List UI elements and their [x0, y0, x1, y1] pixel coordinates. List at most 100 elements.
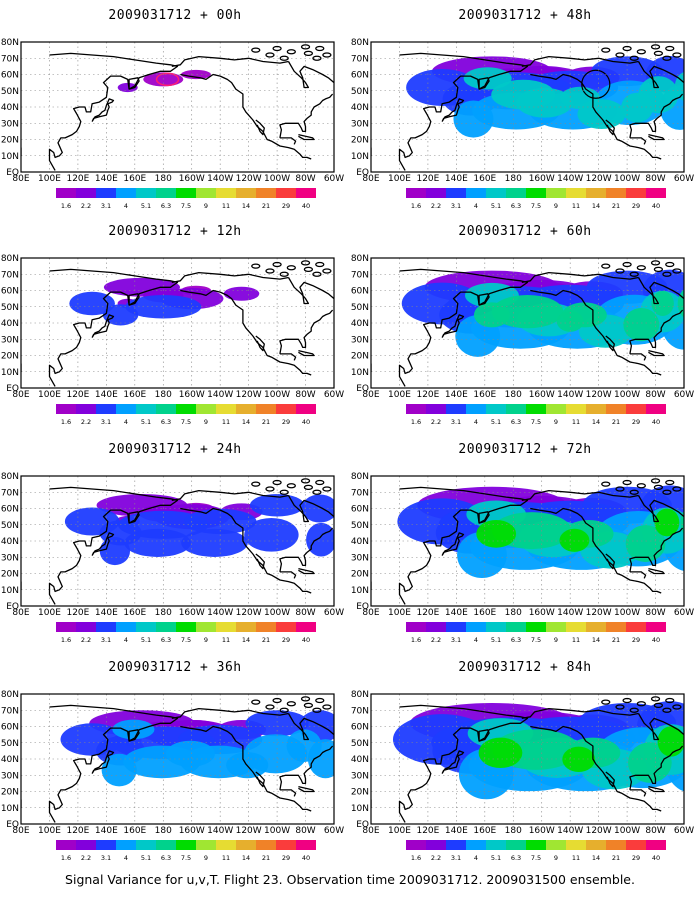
forecast-panel: 2009031712 + 84h 80E 100E 120E 140E 160E 180 16… — [351, 660, 695, 875]
colorbar-swatch — [256, 404, 276, 414]
x-tick-label: 180 — [155, 826, 172, 836]
coastline — [265, 704, 275, 710]
x-tick-label: 160W — [529, 608, 555, 618]
y-tick-label: 50N — [1, 521, 19, 531]
y-tick-label: 60N — [1, 71, 19, 81]
coastline — [315, 45, 325, 52]
y-tick-label: 20N — [1, 570, 19, 580]
x-tick-label: 140W — [207, 174, 233, 184]
coastline — [298, 349, 315, 357]
coastline — [287, 495, 334, 523]
y-tick-label: 80N — [351, 690, 369, 700]
colorbar-label: 29 — [282, 636, 290, 644]
colorbar-label: 7.5 — [181, 418, 191, 426]
map-frame — [370, 475, 685, 607]
variance-map: 80E 100E 120E 140E 160E 180 160W 140W 120W 100W 80… — [1, 690, 344, 862]
y-tick-label: 70N — [351, 270, 369, 280]
variance-region — [124, 528, 191, 557]
variance-region — [101, 753, 137, 787]
colorbar-swatch — [236, 840, 256, 850]
y-tick-label: 70N — [1, 54, 19, 64]
colorbar-label: 3.1 — [451, 854, 461, 862]
variance-region — [117, 82, 138, 93]
colorbar-swatch — [296, 622, 316, 632]
x-tick-label: 160W — [179, 608, 205, 618]
colorbar-swatch — [136, 188, 156, 198]
coastline — [128, 77, 140, 90]
colorbar-label: 4 — [124, 418, 128, 426]
x-tick-label: 120W — [586, 174, 612, 184]
colorbar-swatch — [546, 622, 566, 632]
y-tick-label: 20N — [351, 136, 369, 146]
x-tick-label: 180 — [505, 826, 522, 836]
colorbar-label: 40 — [652, 636, 660, 644]
colorbar-label: 6.3 — [511, 854, 521, 862]
colorbar-label: 40 — [302, 854, 310, 862]
x-tick-label: 140E — [445, 174, 468, 184]
coastline — [171, 707, 289, 720]
colorbar-label: 2.2 — [81, 202, 91, 210]
variance-region — [651, 291, 674, 316]
coastline — [662, 271, 672, 277]
colorbar-label: 29 — [282, 202, 290, 210]
colorbar-label: 1.6 — [61, 636, 71, 644]
coastline — [653, 266, 664, 273]
x-tick-label: 120W — [586, 608, 612, 618]
colorbar-label: 21 — [262, 418, 270, 426]
x-tick-label: 140E — [95, 608, 118, 618]
map-frame — [370, 41, 685, 173]
colorbar-label: 5.1 — [491, 418, 501, 426]
x-tick-label: 120E — [66, 174, 89, 184]
coastline — [648, 785, 665, 793]
coastline — [530, 507, 662, 594]
panel-title: 2009031712 + 72h — [458, 442, 592, 457]
colorbar-swatch — [116, 622, 136, 632]
coastline — [665, 479, 675, 486]
colorbar-label: 40 — [302, 202, 310, 210]
colorbar-label: 21 — [262, 202, 270, 210]
coastline — [441, 750, 465, 774]
coastline — [255, 119, 265, 136]
variance-map: 80E 100E 120E 140E 160E 180 160W 140W 120W 100W 80… — [351, 472, 694, 644]
colorbar-label: 3.1 — [451, 636, 461, 644]
coastline — [636, 483, 646, 489]
x-tick-label: 60W — [324, 826, 344, 836]
colorbar-label: 40 — [652, 418, 660, 426]
colorbar-swatch — [176, 404, 196, 414]
x-tick-label: 80W — [295, 390, 315, 400]
colorbar-swatch — [76, 622, 96, 632]
y-tick-label: EQ — [6, 384, 19, 394]
x-tick-label: 120E — [416, 390, 439, 400]
colorbar-label: 6.3 — [161, 418, 171, 426]
coastline — [615, 486, 625, 492]
coastline — [91, 314, 115, 338]
coastline — [300, 260, 311, 266]
coastline — [279, 93, 334, 139]
y-tick-label: 30N — [351, 553, 369, 563]
coastline — [622, 697, 632, 704]
coastline — [629, 353, 647, 361]
colorbar-swatch — [156, 622, 176, 632]
colorbar-swatch — [566, 622, 586, 632]
colorbar-swatch — [276, 840, 296, 850]
variance-region — [628, 742, 672, 783]
y-tick-label: 10N — [351, 804, 369, 814]
map-frame — [20, 41, 335, 173]
colorbar-swatch — [466, 840, 486, 850]
coastline — [312, 489, 322, 495]
colorbar-label: 2.2 — [431, 418, 441, 426]
x-tick-label: 100W — [264, 390, 290, 400]
colorbar-label: 7.5 — [531, 854, 541, 862]
colorbar-swatch — [156, 404, 176, 414]
coastline — [665, 697, 675, 704]
variance-region — [181, 528, 248, 557]
coastline — [312, 707, 322, 713]
coastline — [315, 697, 325, 704]
colorbar-label: 29 — [632, 854, 640, 862]
coastline — [605, 119, 615, 136]
forecast-panel: 2009031712 + 12h 80E 100E 120E 140E 160E 180 16… — [1, 224, 345, 439]
x-tick-label: 140W — [557, 826, 583, 836]
colorbar-label: 6.3 — [511, 636, 521, 644]
colorbar-label: 40 — [652, 854, 660, 862]
colorbar-swatch — [566, 404, 586, 414]
